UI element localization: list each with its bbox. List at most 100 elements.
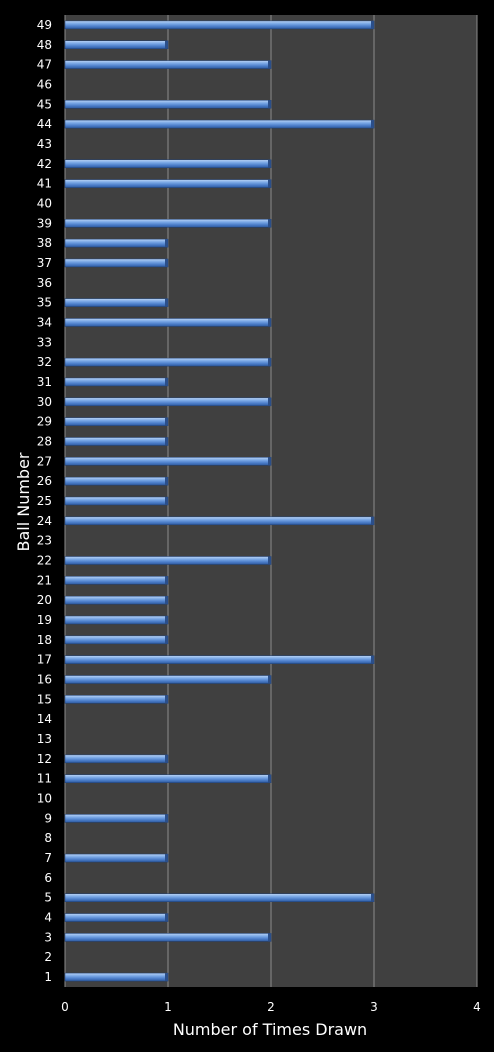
y-tick-label: 4 [44,911,52,925]
bar-25 [64,496,169,506]
x-axis-title: Number of Times Drawn [173,1020,367,1039]
bar-cap-22 [268,556,271,565]
bar-cap-37 [165,258,168,267]
x-tick-labels: 0 1 2 3 4 [61,1000,481,1014]
y-tick-label: 20 [37,593,52,607]
bar-cap-31 [165,377,168,386]
bar-35 [64,298,169,307]
bar-cap-32 [268,358,271,367]
gridlines [64,15,478,987]
bar-17 [64,655,375,664]
y-tick-label: 1 [44,970,52,984]
bar-39 [64,219,272,228]
bar-16 [64,675,272,684]
y-tick-label: 23 [37,534,52,548]
y-tick-label: 48 [37,38,52,52]
bar-11 [64,774,272,783]
bar-15 [64,695,169,704]
bar-cap-24 [371,516,374,525]
bar-cap-1 [165,973,168,982]
bar-cap-49 [371,20,374,29]
bar-cap-3 [268,933,271,942]
bar-cap-16 [268,675,271,684]
bar-20 [64,595,169,605]
y-tick-label: 6 [44,871,52,885]
bar-1 [64,972,169,982]
y-tick-label: 17 [37,653,52,667]
y-tick-label: 35 [37,296,52,310]
bar-49 [64,20,375,30]
bar-cap-30 [268,397,271,406]
y-tick-label: 42 [37,157,52,171]
y-tick-label: 30 [37,395,52,409]
y-tick-label: 47 [37,58,52,72]
y-tick-label: 3 [44,930,52,944]
x-tick-label: 2 [267,1000,275,1014]
y-tick-label: 43 [37,137,52,151]
bar-cap-26 [165,477,168,486]
y-tick-label: 39 [37,216,52,230]
y-tick-label: 28 [37,434,52,448]
y-tick-label: 34 [37,315,52,329]
y-axis-title: Ball Number [14,452,33,551]
bar-cap-21 [165,576,168,585]
bar-12 [64,754,169,764]
y-tick-label: 8 [44,831,52,845]
y-tick-label: 11 [37,772,52,786]
y-tick-label: 44 [37,117,52,131]
y-tick-label: 18 [37,633,52,647]
x-tick-label: 1 [164,1000,172,1014]
bar-cap-20 [165,596,168,605]
bar-26 [64,476,169,486]
y-tick-label: 24 [37,514,52,528]
bar-31 [64,377,169,387]
bar-cap-48 [165,40,168,49]
y-tick-label: 46 [37,77,52,91]
bar-22 [64,556,272,565]
y-tick-label: 12 [37,752,52,766]
bar-47 [64,60,272,69]
bar-cap-41 [268,179,271,188]
bar-cap-38 [165,239,168,248]
y-tick-label: 41 [37,177,52,191]
bar-cap-45 [268,100,271,109]
bar-41 [64,179,272,188]
bar-cap-34 [268,318,271,327]
bar-4 [64,913,169,922]
y-tick-label: 49 [37,18,52,32]
bar-cap-12 [165,754,168,763]
bar-45 [64,100,272,109]
bar-cap-47 [268,60,271,69]
y-tick-label: 25 [37,494,52,508]
bar-cap-17 [371,655,374,664]
y-tick-label: 16 [37,673,52,687]
y-tick-label: 9 [44,811,52,825]
bar-cap-18 [165,635,168,644]
bar-7 [64,853,169,863]
bar-cap-42 [268,159,271,168]
y-tick-label: 15 [37,692,52,706]
bar-cap-29 [165,417,168,426]
y-tick-label: 33 [37,335,52,349]
bar-28 [64,437,169,446]
bar-29 [64,417,169,426]
y-tick-label: 13 [37,732,52,746]
x-tick-label: 4 [473,1000,481,1014]
y-tick-label: 21 [37,573,52,587]
bar-cap-19 [165,616,168,625]
bar-18 [64,635,169,645]
x-tick-label: 0 [61,1000,69,1014]
bar-cap-25 [165,497,168,505]
bar-30 [64,397,272,407]
bar-3 [64,933,272,942]
y-tick-label: 36 [37,276,52,290]
bar-38 [64,238,169,248]
y-tick-label: 7 [44,851,52,865]
bar-cap-9 [165,814,168,823]
bar-44 [64,119,375,129]
bar-cap-11 [268,774,271,783]
y-tick-label: 22 [37,554,52,568]
bar-cap-28 [165,437,168,446]
bar-cap-7 [165,854,168,863]
